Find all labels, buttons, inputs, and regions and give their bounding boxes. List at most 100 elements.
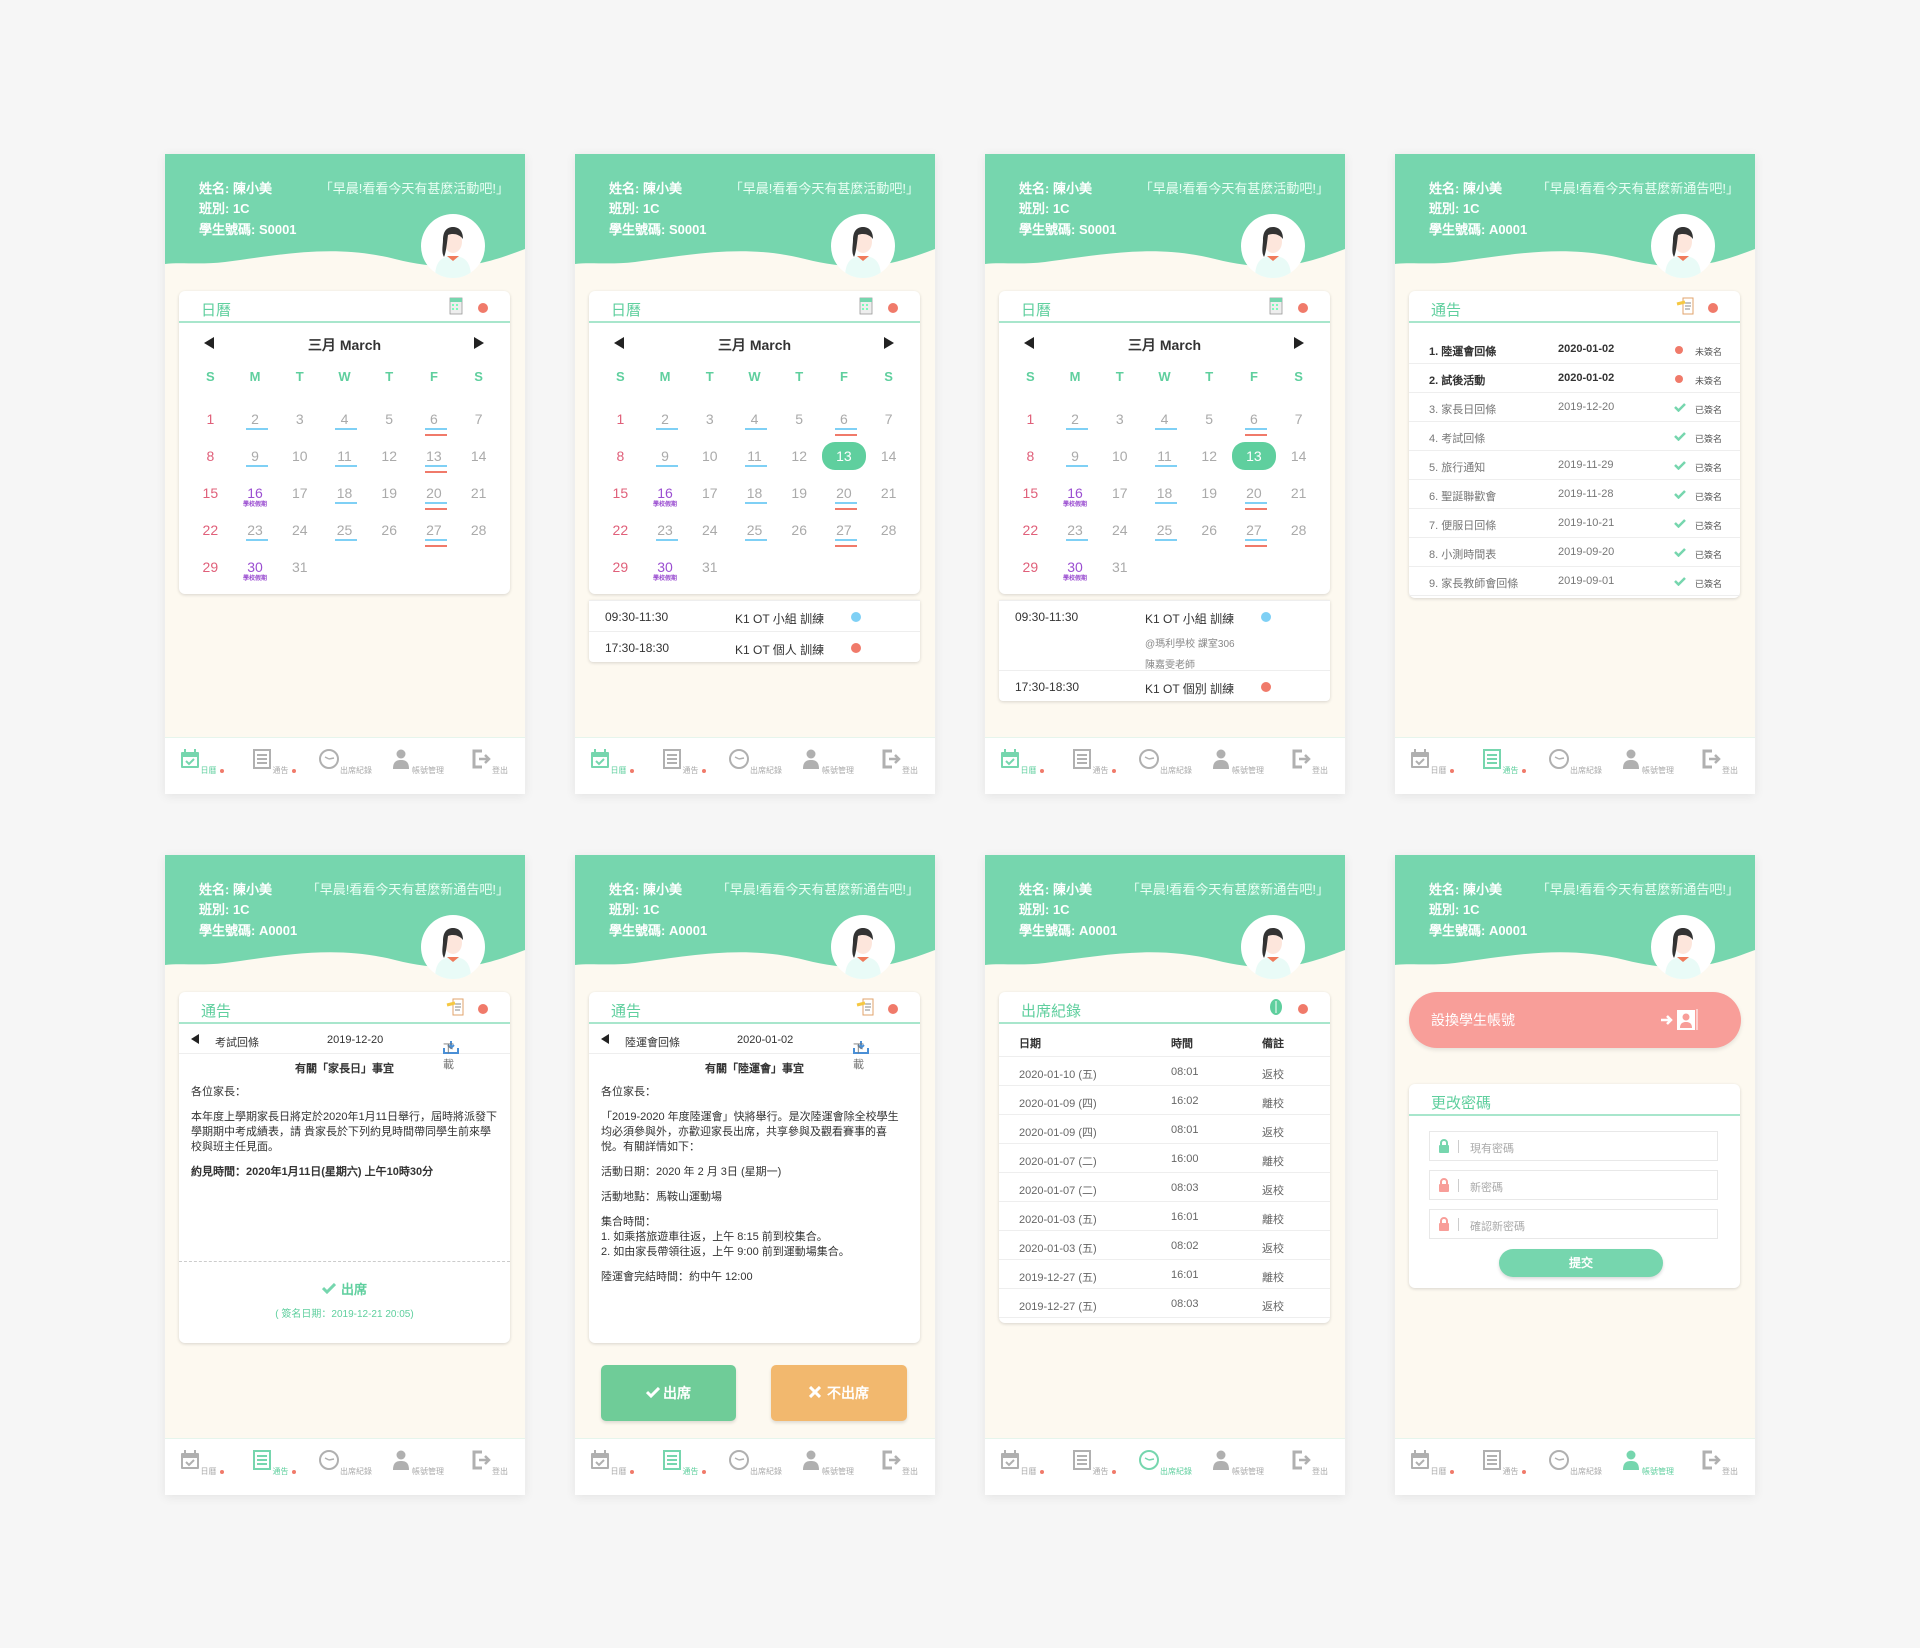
calendar-day[interactable]: 31 [687,550,732,587]
calendar-day[interactable]: 8 [188,439,233,476]
calendar-day[interactable]: 10 [1097,439,1142,476]
calendar-day[interactable]: 24 [687,513,732,550]
calendar-day[interactable]: 6 [412,402,457,439]
calendar-day[interactable]: 22 [188,513,233,550]
calendar-day[interactable]: 1 [598,402,643,439]
notice-row[interactable]: 6. 聖誕聯歡會 2019-11-28 已簽名 [1409,480,1740,509]
calendar-day[interactable]: 27 [822,513,867,550]
calendar-day[interactable]: 27 [1232,513,1277,550]
nav-notice-list[interactable]: 通告 [647,738,719,794]
calendar-day[interactable]: 25 [732,513,777,550]
calendar-day[interactable]: 15 [1008,476,1053,513]
next-month-button[interactable] [1294,337,1304,349]
nav-logout[interactable]: 登出 [863,1439,935,1495]
switch-account-button[interactable]: 設換學生帳號 [1409,992,1741,1048]
nav-notice-list[interactable]: 通告 [1057,1439,1129,1495]
notice-row[interactable]: 4. 考試回條 已簽名 [1409,422,1740,451]
calendar-day[interactable]: 19 [1187,476,1232,513]
nav-notice-list[interactable]: 通告 [1467,738,1539,794]
calendar-day[interactable]: 11 [732,439,777,476]
back-button[interactable] [601,1034,609,1044]
calendar-day[interactable]: 17 [277,476,322,513]
calendar-day[interactable]: 14 [866,439,911,476]
calendar-day[interactable]: 7 [1276,402,1321,439]
calendar-day[interactable]: 13 [821,439,867,476]
nav-logout[interactable]: 登出 [1273,738,1345,794]
calendar-day[interactable]: 14 [456,439,501,476]
calendar-day[interactable]: 23 [1053,513,1098,550]
calendar-day[interactable]: 17 [1097,476,1142,513]
calendar-day[interactable]: 15 [188,476,233,513]
calendar-day[interactable]: 11 [322,439,367,476]
calendar-day[interactable]: 23 [643,513,688,550]
calendar-day[interactable]: 28 [1276,513,1321,550]
calendar-day[interactable]: 12 [777,439,822,476]
notice-row[interactable]: 5. 旅行通知 2019-11-29 已簽名 [1409,451,1740,480]
nav-calendar-check[interactable]: 日曆 [575,1439,647,1495]
calendar-day[interactable]: 5 [367,402,412,439]
nav-notice-list[interactable]: 通告 [647,1439,719,1495]
nav-clock[interactable]: 出席紀錄 [719,1439,791,1495]
nav-clock[interactable]: 出席紀錄 [1129,1439,1201,1495]
calendar-day[interactable]: 20 [822,476,867,513]
calendar-day[interactable]: 18 [322,476,367,513]
calendar-day[interactable]: 3 [277,402,322,439]
nav-calendar-check[interactable]: 日曆 [985,1439,1057,1495]
calendar-day[interactable]: 8 [598,439,643,476]
calendar-day[interactable]: 22 [598,513,643,550]
calendar-day[interactable]: 3 [687,402,732,439]
calendar-day[interactable]: 21 [866,476,911,513]
calendar-day[interactable]: 26 [1187,513,1232,550]
nav-logout[interactable]: 登出 [453,738,525,794]
calendar-day[interactable]: 30 學校假期 [643,550,688,587]
nav-clock[interactable]: 出席紀錄 [1539,1439,1611,1495]
calendar-day[interactable]: 21 [456,476,501,513]
nav-clock[interactable]: 出席紀錄 [309,738,381,794]
calendar-day[interactable]: 27 [412,513,457,550]
password-field[interactable]: 現有密碼 [1429,1131,1718,1161]
calendar-day[interactable]: 22 [1008,513,1053,550]
nav-clock[interactable]: 出席紀錄 [1129,738,1201,794]
nav-notice-list[interactable]: 通告 [1467,1439,1539,1495]
nav-user[interactable]: 帳號管理 [791,738,863,794]
calendar-day[interactable]: 30 學校假期 [233,550,278,587]
calendar-day[interactable]: 23 [233,513,278,550]
calendar-day[interactable]: 12 [367,439,412,476]
calendar-day[interactable]: 20 [1232,476,1277,513]
absent-button[interactable]: 不出席 [771,1365,907,1421]
calendar-day[interactable]: 28 [866,513,911,550]
notice-row[interactable]: 2. 試後活動 2020-01-02 未簽名 [1409,364,1740,393]
submit-button[interactable]: 提交 [1499,1249,1663,1277]
calendar-day[interactable]: 16 學校假期 [1053,476,1098,513]
nav-notice-list[interactable]: 通告 [1057,738,1129,794]
calendar-day[interactable]: 5 [777,402,822,439]
calendar-day[interactable]: 31 [277,550,322,587]
nav-calendar-check[interactable]: 日曆 [575,738,647,794]
nav-calendar-check[interactable]: 日曆 [1395,738,1467,794]
calendar-day[interactable]: 9 [1053,439,1098,476]
calendar-day[interactable]: 1 [1008,402,1053,439]
calendar-day[interactable]: 2 [233,402,278,439]
next-month-button[interactable] [884,337,894,349]
calendar-day[interactable]: 11 [1142,439,1187,476]
calendar-day[interactable]: 14 [1276,439,1321,476]
calendar-day[interactable]: 9 [643,439,688,476]
nav-logout[interactable]: 登出 [1273,1439,1345,1495]
calendar-day[interactable]: 20 [412,476,457,513]
password-field[interactable]: 確認新密碼 [1429,1209,1718,1239]
nav-user[interactable]: 帳號管理 [1611,738,1683,794]
calendar-day[interactable]: 7 [456,402,501,439]
calendar-day[interactable]: 4 [732,402,777,439]
nav-logout[interactable]: 登出 [453,1439,525,1495]
nav-clock[interactable]: 出席紀錄 [1539,738,1611,794]
calendar-day[interactable]: 18 [732,476,777,513]
calendar-day[interactable]: 17 [687,476,732,513]
nav-user[interactable]: 帳號管理 [1201,1439,1273,1495]
event-item[interactable]: 17:30-18:30 K1 OT 個別 訓練 [999,670,1330,701]
nav-user[interactable]: 帳號管理 [1611,1439,1683,1495]
nav-notice-list[interactable]: 通告 [237,738,309,794]
nav-logout[interactable]: 登出 [1683,1439,1755,1495]
calendar-day[interactable]: 24 [1097,513,1142,550]
calendar-day[interactable]: 16 學校假期 [643,476,688,513]
calendar-day[interactable]: 16 學校假期 [233,476,278,513]
